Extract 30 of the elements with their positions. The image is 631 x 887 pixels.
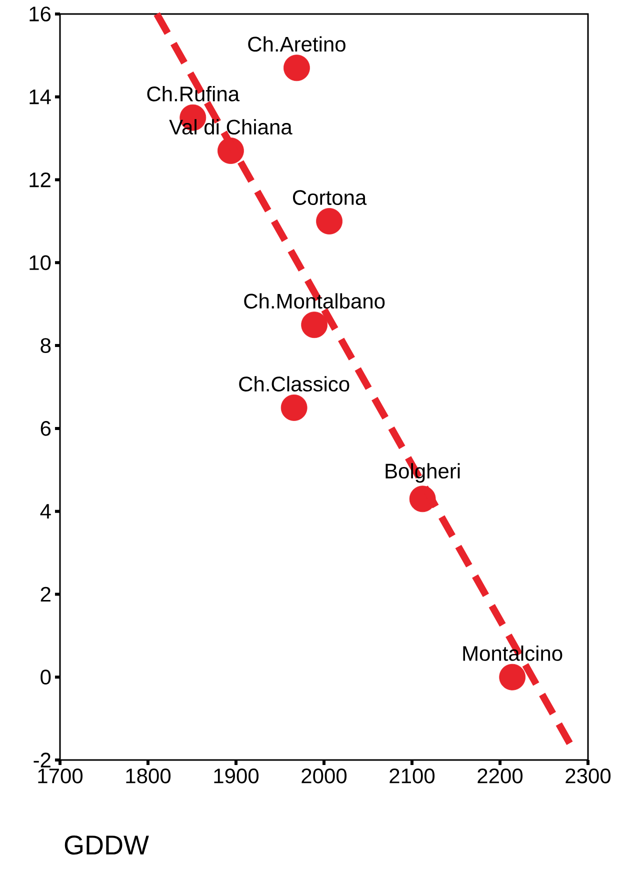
x-tick-label: 1900 [214,768,259,784]
y-tick-label: 14 [30,90,51,104]
annotation: Cortona [292,190,367,206]
annotation: Ch.Montalbano [244,293,385,309]
y-tick-label: 8 [40,338,51,353]
y-tick-label: -2 [34,752,50,768]
point [280,394,308,421]
point [284,54,310,82]
x-tick-label: 2300 [566,768,611,784]
y-tick-label: 12 [30,172,50,188]
point [499,664,526,690]
point [316,208,342,234]
y-tick-label: 10 [30,255,51,270]
point [301,312,328,338]
y-tick-label: 2 [40,586,50,602]
y-tick-label: 16 [30,6,51,22]
y-tick-label: 6 [40,421,51,436]
annotation: Montalcino [463,645,562,661]
x-axis-title: GDDW [64,836,149,855]
x-tick-label: 1700 [38,768,83,784]
annotation: Ch.Rufina [147,86,240,102]
x-tick-label: 1800 [126,768,171,784]
y-tick-label: 4 [40,504,51,519]
x-tick-label: 2000 [302,768,347,784]
annotation: Val di Chiana [169,119,292,135]
y-tick-label: 0 [40,670,51,685]
annotation: Ch.Classico [239,376,350,392]
x-tick-label: 2200 [478,768,523,784]
annotation: Ch.Aretino [248,36,346,52]
x-tick-label: 2100 [390,768,435,784]
